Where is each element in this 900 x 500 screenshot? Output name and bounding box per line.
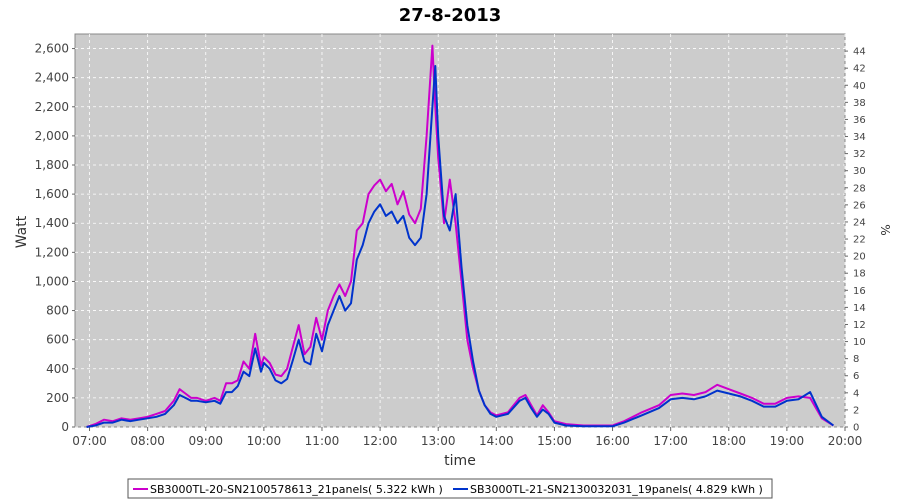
x-tick-label: 14:00	[479, 434, 514, 448]
x-tick-label: 19:00	[770, 434, 805, 448]
right-y-axis: 0246810121416182022242628303234363840424…	[845, 47, 866, 434]
y-tick-label: 2,200	[35, 100, 69, 114]
y-tick-label: 800	[46, 304, 69, 318]
y2-tick-label: 16	[853, 286, 866, 297]
y2-tick-label: 32	[853, 149, 866, 160]
y-tick-label: 0	[61, 420, 69, 434]
y2-tick-label: 40	[853, 81, 866, 92]
y-tick-label: 2,600	[35, 42, 69, 56]
y2-tick-label: 2	[853, 405, 859, 416]
y2-axis-label: %	[878, 224, 892, 235]
x-tick-label: 13:00	[421, 434, 456, 448]
series-lines	[86, 44, 835, 428]
x-tick-label: 12:00	[363, 434, 398, 448]
x-axis: 07:00 08:00 09:00 10:00 11:00 12:00 13:00 14:00…	[72, 427, 862, 448]
y-tick-label: 1,400	[35, 216, 69, 230]
y2-tick-label: 34	[853, 132, 866, 143]
x-axis-label: time	[444, 453, 476, 469]
y2-tick-label: 18	[853, 269, 866, 280]
y-tick-label: 200	[46, 391, 69, 405]
legend: SB3000TL-20-SN2100578613_21panels( 5.322…	[127, 478, 773, 499]
y2-tick-label: 8	[853, 354, 859, 365]
y-axis-label: Watt	[14, 215, 30, 248]
y2-tick-label: 30	[853, 166, 866, 177]
x-tick-label: 07:00	[72, 434, 107, 448]
y2-tick-label: 42	[853, 64, 866, 75]
y-tick-label: 2,400	[35, 71, 69, 85]
x-tick-label: 20:00	[828, 434, 863, 448]
y2-tick-label: 22	[853, 235, 866, 246]
y2-tick-label: 10	[853, 337, 866, 348]
y-tick-label: 600	[46, 333, 69, 347]
y-tick-label: 2,000	[35, 129, 69, 143]
y2-tick-label: 38	[853, 98, 866, 109]
legend-label-series-1: SB3000TL-20-SN2100578613_21panels( 5.322…	[150, 483, 443, 496]
plot-area	[74, 33, 846, 428]
x-tick-label: 17:00	[653, 434, 688, 448]
x-tick-label: 08:00	[130, 434, 165, 448]
x-tick-label: 10:00	[247, 434, 282, 448]
y2-tick-label: 24	[853, 217, 866, 228]
y2-tick-label: 28	[853, 183, 866, 194]
y2-tick-label: 36	[853, 115, 866, 126]
y-tick-label: 1,200	[35, 245, 69, 259]
legend-box	[127, 478, 773, 499]
y2-tick-label: 4	[853, 388, 859, 399]
y2-tick-label: 12	[853, 320, 866, 331]
series-line-2	[86, 65, 835, 428]
y2-tick-label: 0	[853, 423, 859, 434]
y-tick-label: 1,600	[35, 187, 69, 201]
left-y-axis: 0 200 400 600 800 1,000 1,200 1,400 1,600 1,800 2,…	[35, 42, 75, 434]
y2-tick-label: 14	[853, 303, 866, 314]
series-line-1	[86, 44, 834, 428]
y-tick-label: 1,800	[35, 158, 69, 172]
x-tick-label: 15:00	[537, 434, 572, 448]
y2-tick-label: 26	[853, 200, 866, 211]
x-tick-label: 18:00	[711, 434, 746, 448]
x-tick-label: 09:00	[188, 434, 223, 448]
y-tick-label: 1,000	[35, 274, 69, 288]
x-tick-label: 11:00	[305, 434, 340, 448]
legend-label-series-2: SB3000TL-21-SN2130032031_19panels( 4.829…	[470, 483, 763, 496]
y-tick-label: 400	[46, 362, 69, 376]
y2-tick-label: 20	[853, 252, 866, 263]
y2-tick-label: 6	[853, 371, 859, 382]
y2-tick-label: 44	[853, 47, 866, 58]
x-tick-label: 16:00	[595, 434, 630, 448]
chart-title: 27-8-2013	[399, 5, 502, 26]
